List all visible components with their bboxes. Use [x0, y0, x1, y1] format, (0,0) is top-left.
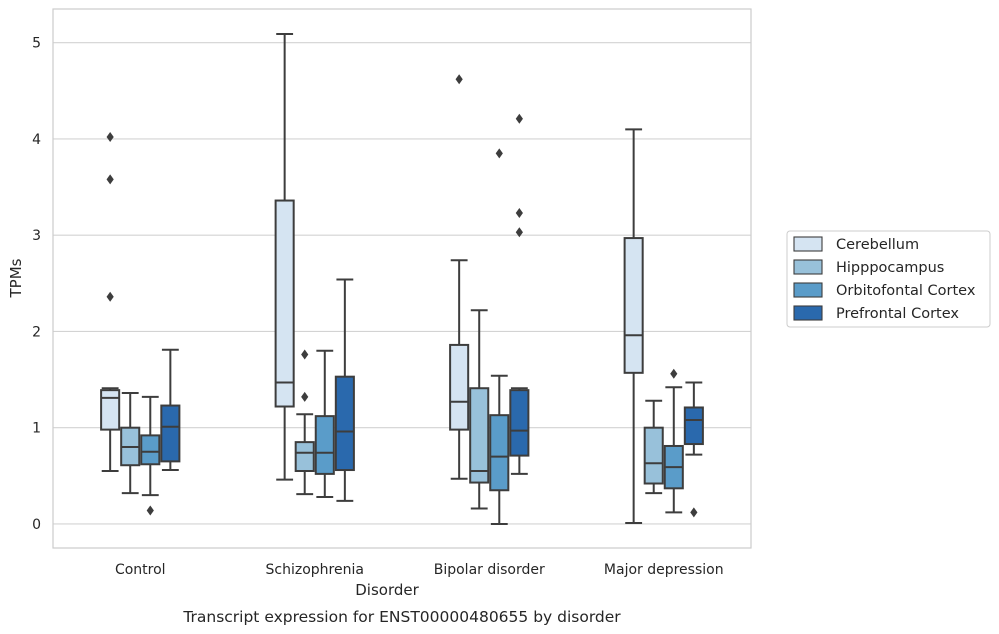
legend-label: Prefrontal Cortex: [836, 306, 959, 322]
box-iqr: [314, 415, 335, 475]
box-group: [274, 33, 295, 481]
y-tick-label: 3: [32, 228, 41, 244]
outlier-point: [495, 148, 503, 159]
box-iqr: [160, 404, 181, 463]
legend-swatch: [793, 259, 823, 275]
box-group: [120, 392, 141, 495]
box-iqr: [100, 389, 121, 431]
box-group: [489, 148, 510, 525]
chart-caption: Transcript expression for ENST0000048065…: [182, 608, 621, 626]
y-tick-label: 2: [32, 324, 41, 340]
outlier-point: [515, 227, 523, 238]
outlier-point: [106, 291, 114, 302]
box-group: [160, 348, 181, 472]
x-tick-label: Bipolar disorder: [434, 562, 545, 578]
outlier-point: [455, 74, 463, 85]
box-iqr: [683, 406, 704, 446]
box-group: [294, 349, 315, 496]
outlier-point: [670, 368, 678, 379]
legend: Cerebellum Hipppocampus Orbitofontal Corte…: [786, 230, 991, 328]
outlier-point: [515, 208, 523, 219]
box-group: [683, 381, 704, 518]
box-group: [334, 278, 355, 502]
y-tick-label: 4: [32, 132, 41, 148]
box-group: [140, 395, 161, 516]
box-iqr: [469, 387, 490, 484]
outlier-point: [301, 391, 309, 402]
outlier-point: [690, 507, 698, 518]
plot-frame: [52, 8, 752, 549]
legend-swatch: [793, 236, 823, 252]
y-axis-title: TPMs: [7, 258, 25, 298]
box-iqr: [509, 389, 530, 457]
legend-label: Orbitofontal Cortex: [836, 283, 976, 299]
box-group: [663, 368, 684, 514]
x-tick-label: Control: [115, 562, 166, 578]
outlier-point: [301, 349, 309, 360]
box-group: [469, 309, 490, 510]
x-tick-label: Major depression: [604, 562, 724, 578]
x-tick-labels: Control Schizophrenia Bipolar disorder Majo…: [115, 562, 724, 578]
outlier-point: [515, 113, 523, 124]
box-iqr: [140, 434, 161, 466]
box-group: [100, 132, 121, 472]
y-tick-label: 1: [32, 421, 41, 437]
outlier-point: [106, 132, 114, 143]
legend-label: Cerebellum: [836, 237, 919, 253]
box-group: [314, 349, 335, 498]
legend-frame: [786, 230, 991, 328]
y-tick-label: 0: [32, 517, 41, 533]
box-iqr: [274, 199, 295, 408]
box-group: [623, 128, 644, 524]
box-iqr: [334, 375, 355, 472]
boxes-layer: [100, 33, 704, 525]
box-iqr: [643, 426, 664, 485]
outlier-point: [106, 174, 114, 185]
x-axis-title: Disorder: [355, 581, 419, 599]
x-tick-label: Schizophrenia: [266, 562, 364, 578]
legend-label: Hipppocampus: [836, 260, 944, 276]
box-iqr: [623, 237, 644, 374]
legend-swatch: [793, 282, 823, 298]
box-group: [643, 399, 664, 495]
box-iqr: [489, 414, 510, 492]
box-iqr: [294, 441, 315, 472]
box-group: [509, 113, 530, 475]
y-tick-labels: 0 1 2 3 4 5: [32, 36, 41, 533]
box-group: [449, 74, 470, 480]
box-iqr: [449, 343, 470, 431]
legend-swatch: [793, 305, 823, 321]
y-tick-label: 5: [32, 36, 41, 52]
outlier-point: [146, 505, 154, 516]
